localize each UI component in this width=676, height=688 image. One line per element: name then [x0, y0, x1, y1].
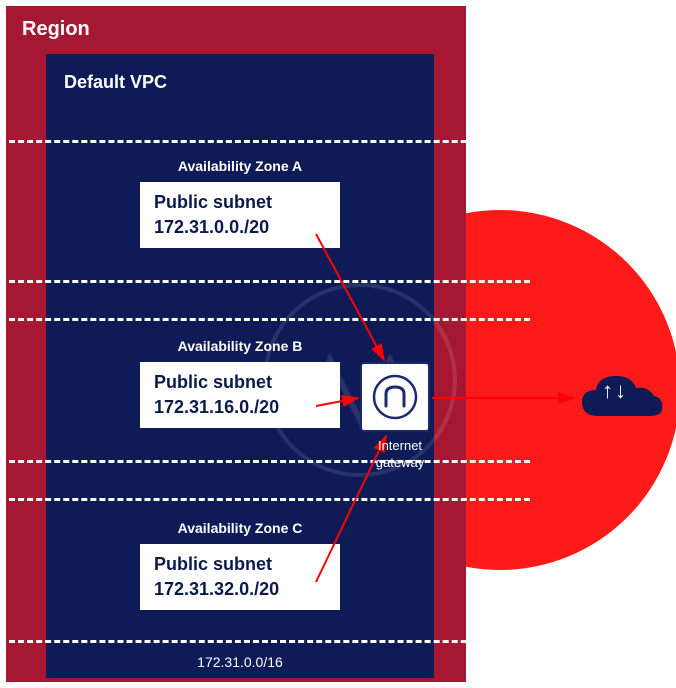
- dashed-separator: [0, 640, 530, 643]
- az-block-c: Availability Zone C Public subnet 172.31…: [46, 520, 434, 610]
- dashed-separator: [0, 318, 530, 321]
- dashed-separator: [0, 280, 530, 283]
- vpc-title: Default VPC: [46, 54, 434, 107]
- subnet-title: Public subnet: [154, 554, 326, 575]
- cloud-updown-icon: ↑↓: [602, 378, 628, 404]
- internet-gateway-label: Internet gateway: [360, 438, 440, 472]
- subnet-title: Public subnet: [154, 192, 326, 213]
- dashed-separator: [0, 498, 530, 501]
- dashed-separator: [0, 140, 530, 143]
- az-label: Availability Zone C: [46, 520, 434, 536]
- dashed-separator: [0, 460, 530, 463]
- region-title: Region: [6, 6, 466, 49]
- subnet-box-c: Public subnet 172.31.32.0./20: [140, 544, 340, 610]
- az-label: Availability Zone A: [46, 158, 434, 174]
- subnet-box-a: Public subnet 172.31.0.0./20: [140, 182, 340, 248]
- vpc-cidr: 172.31.0.0/16: [46, 654, 434, 670]
- internet-gateway-icon: [360, 362, 430, 432]
- subnet-cidr: 172.31.32.0./20: [154, 579, 326, 600]
- subnet-cidr: 172.31.0.0./20: [154, 217, 326, 238]
- az-block-a: Availability Zone A Public subnet 172.31…: [46, 158, 434, 248]
